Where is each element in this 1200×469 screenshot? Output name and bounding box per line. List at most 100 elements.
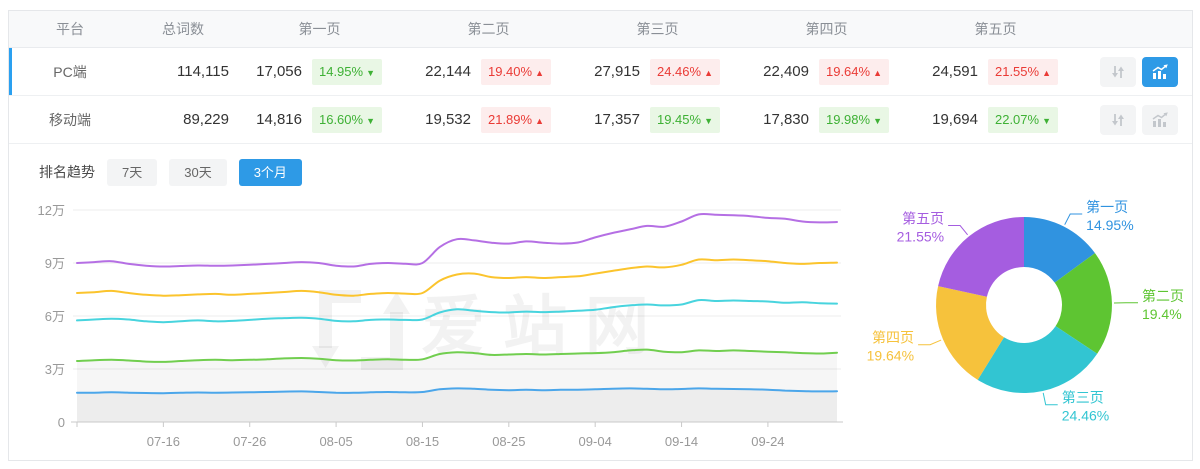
donut-label-name: 第五页 [902,210,944,226]
page1-count: 17,056 [256,63,302,80]
page3-count: 27,915 [594,63,640,80]
page5-count: 24,591 [932,63,978,80]
down-arrow-icon: ▼ [873,115,882,126]
donut-slice-第三页[interactable] [977,326,1098,394]
charts-area: 爱站网 0 3万 6万 9万 12万 07-16 07-26 08-05 08-15 08-25 0… [9,190,1192,462]
sort-compare-icon[interactable] [1100,104,1136,135]
donut-label-name: 第一页 [1086,199,1128,215]
row-actions [1080,56,1192,87]
donut-label-percent: 19.4% [1142,306,1182,322]
col-header-page2: 第二页 [467,21,510,37]
page2-cell: 22,144 19.40% ▲ [404,58,573,85]
line-purple [76,212,838,268]
col-header-page5: 第五页 [974,21,1017,37]
line-yellow [76,258,838,297]
donut-label-percent: 19.64% [867,348,914,364]
col-header-page1: 第一页 [298,21,341,37]
down-arrow-icon: ▼ [366,115,375,126]
page1-cell: 14,816 16.60% ▼ [235,106,404,133]
page2-change-badge: 19.40% ▲ [481,58,551,85]
x-axis-label: 08-05 [319,434,352,449]
page4-cell: 22,409 19.64% ▲ [742,58,911,85]
sort-compare-icon[interactable] [1100,56,1136,87]
up-arrow-icon: ▲ [1042,67,1051,78]
range-button-3个月[interactable]: 3个月 [238,158,302,186]
col-header-total: 总词数 [162,21,204,37]
donut-label-percent: 14.95% [1086,217,1133,233]
page5-change-badge: 21.55% ▲ [988,58,1058,85]
donut-label-line [948,225,968,236]
table-row[interactable]: 移动端 89,229 14,816 16.60% ▼ 19,532 21.89% ▲ 17,35… [9,96,1192,144]
page5-cell: 24,591 21.55% ▲ [911,58,1080,85]
y-axis-label: 3万 [45,362,65,377]
page5-count: 19,694 [932,111,978,128]
up-arrow-icon: ▲ [535,67,544,78]
platform-label: PC端 [53,63,87,80]
donut-label-name: 第三页 [1062,390,1104,406]
col-header-page4: 第四页 [805,21,848,37]
x-axis-label: 07-16 [147,434,180,449]
total-words-value: 114,115 [177,63,229,80]
line-blue [76,387,838,395]
x-axis-label: 08-15 [406,434,439,449]
page2-change-badge: 21.89% ▲ [481,106,551,133]
donut-label-name: 第二页 [1142,288,1184,304]
page3-change-badge: 24.46% ▲ [650,58,720,85]
donut-label-percent: 21.55% [897,228,944,244]
donut-label-line [1064,213,1083,225]
total-words-value: 89,229 [183,111,229,128]
page3-change-badge: 19.45% ▼ [650,106,720,133]
donut-label-name: 第四页 [872,330,914,346]
trend-chart-icon[interactable] [1142,56,1178,87]
donut-label-line [1042,392,1058,406]
page3-count: 17,357 [594,111,640,128]
range-button-7天[interactable]: 7天 [107,158,158,186]
donut-slice-第一页[interactable] [1024,217,1095,283]
page4-change-badge: 19.98% ▼ [819,106,889,133]
donut-slice-第五页[interactable] [938,217,1024,297]
platform-label: 移动端 [49,111,91,128]
trend-header: 排名趋势 7天 30天 3个月 [39,158,1192,186]
watermark: 爱站网 [312,290,667,370]
page1-cell: 17,056 14.95% ▼ [235,58,404,85]
page3-cell: 17,357 19.45% ▼ [573,106,742,133]
page1-change-badge: 14.95% ▼ [312,58,382,85]
down-arrow-icon: ▼ [366,67,375,78]
page4-cell: 17,830 19.98% ▼ [742,106,911,133]
range-button-30天[interactable]: 30天 [169,158,227,186]
page2-count: 22,144 [425,63,471,80]
row-actions [1080,104,1192,135]
donut-slice-第二页[interactable] [1054,253,1112,354]
x-axis-label: 07-26 [233,434,266,449]
donut-slice-第四页[interactable] [936,286,1004,380]
page5-change-badge: 22.07% ▼ [988,106,1058,133]
page1-count: 14,816 [256,111,302,128]
trend-chart-icon[interactable] [1142,104,1178,135]
y-axis-label: 0 [58,415,65,430]
page1-change-badge: 16.60% ▼ [312,106,382,133]
x-axis-label: 09-14 [665,434,698,449]
down-arrow-icon: ▼ [704,115,713,126]
x-axis-label: 08-25 [492,434,525,449]
col-header-platform: 平台 [56,21,84,37]
col-header-page3: 第三页 [636,21,679,37]
watermark-text: 爱站网 [421,290,667,362]
donut-label-line [918,339,942,346]
trend-section: 排名趋势 7天 30天 3个月 爱站网 0 3万 6万 9万 12万 07-16 07-26 08… [9,158,1192,462]
page-share-donut-chart: 第一页 14.95% 第二页 19.4% 第三页 24.46% 第四页 19.64% 第五页 21… [867,199,1184,424]
page2-count: 19,532 [425,111,471,128]
y-axis-label: 12万 [38,203,65,218]
trend-title: 排名趋势 [39,164,95,180]
donut-label-percent: 24.46% [1062,408,1109,424]
table-header: 平台 总词数 第一页 第二页 第三页 第四页 第五页 [9,11,1192,48]
trend-line-chart: 爱站网 0 3万 6万 9万 12万 07-16 07-26 08-05 08-15 08-25 0… [38,203,843,449]
page2-cell: 19,532 21.89% ▲ [404,106,573,133]
up-arrow-icon: ▲ [704,67,713,78]
page4-count: 17,830 [763,111,809,128]
line-green [76,348,838,363]
table-body: PC端 114,115 17,056 14.95% ▼ 22,144 19.40% ▲ 27,9… [9,48,1192,144]
page5-cell: 19,694 22.07% ▼ [911,106,1080,133]
table-row[interactable]: PC端 114,115 17,056 14.95% ▼ 22,144 19.40% ▲ 27,9… [9,48,1192,96]
keyword-rank-panel: 平台 总词数 第一页 第二页 第三页 第四页 第五页 PC端 114,115 17,… [8,10,1193,461]
y-axis-label: 9万 [45,256,65,271]
